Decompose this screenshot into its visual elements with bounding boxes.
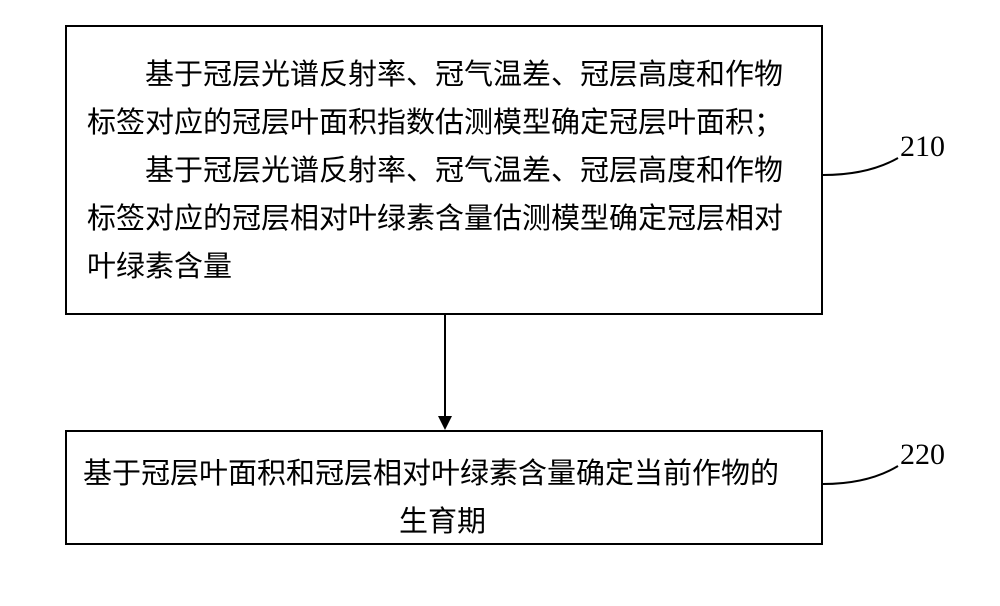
box2-line1: 基于冠层叶面积和冠层相对叶绿素含量确定当前作物的 bbox=[83, 450, 779, 492]
box1-line5: 叶绿素含量 bbox=[87, 243, 232, 285]
box1-line2: 标签对应的冠层叶面积指数估测模型确定冠层叶面积； bbox=[87, 99, 783, 141]
label-connector-1 bbox=[823, 158, 903, 180]
step-label-210: 210 bbox=[900, 130, 945, 164]
box1-line4: 标签对应的冠层相对叶绿素含量估测模型确定冠层相对 bbox=[87, 195, 783, 237]
box2-line2: 生育期 bbox=[399, 498, 486, 540]
label-connector-2 bbox=[823, 466, 903, 489]
box1-line3: 基于冠层光谱反射率、冠气温差、冠层高度和作物 bbox=[145, 147, 783, 189]
step-label-220: 220 bbox=[900, 438, 945, 472]
box1-line1: 基于冠层光谱反射率、冠气温差、冠层高度和作物 bbox=[145, 51, 783, 93]
flow-arrow-line bbox=[444, 315, 446, 416]
flow-arrow-head bbox=[438, 416, 452, 430]
